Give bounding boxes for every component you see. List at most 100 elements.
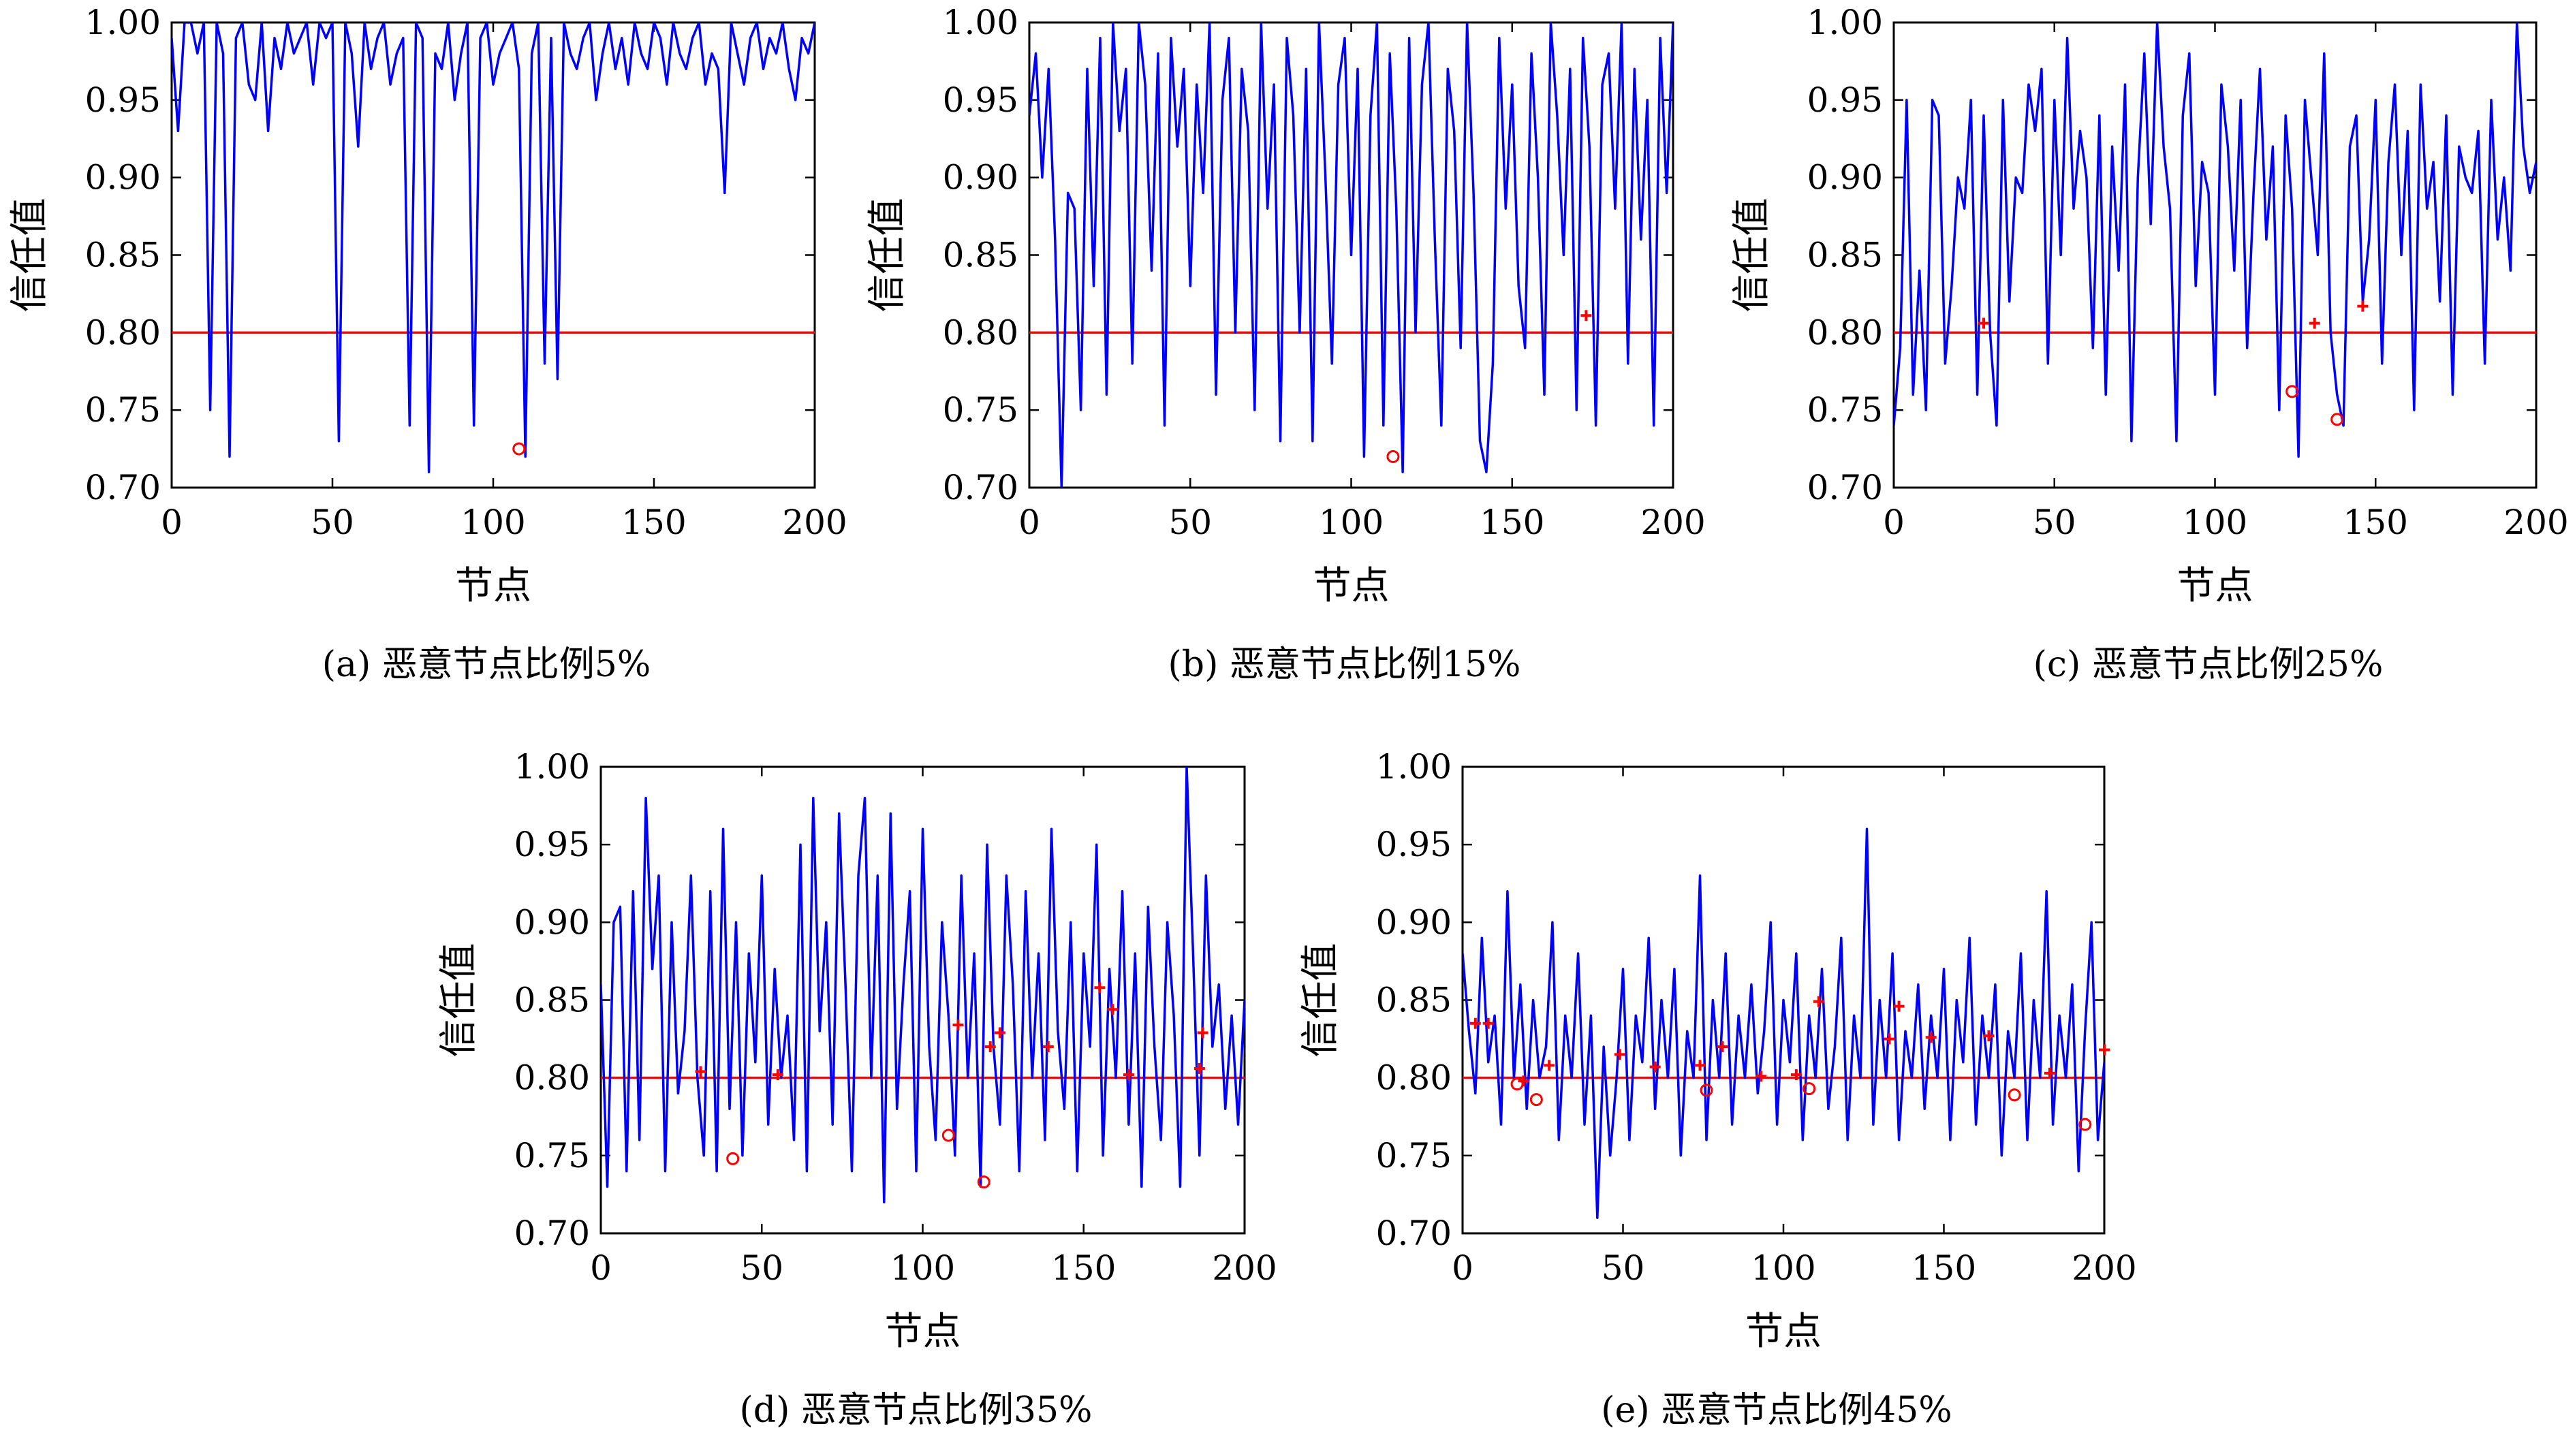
x-axis-label: 节点	[455, 564, 531, 608]
circle-marker	[1700, 1083, 1713, 1097]
plus-marker	[1197, 1027, 1208, 1039]
plus-marker	[695, 1066, 706, 1077]
y-tick-label: 0.70	[1376, 1214, 1452, 1253]
y-tick-label: 0.90	[943, 158, 1018, 197]
plus-marker	[1107, 1004, 1119, 1015]
y-tick-label: 0.70	[943, 468, 1018, 507]
x-tick-label: 50	[740, 1248, 783, 1288]
y-tick-label: 0.80	[1376, 1058, 1452, 1098]
y-tick-label: 0.85	[943, 236, 1018, 275]
y-tick-label: 0.90	[1376, 902, 1452, 942]
x-tick-label: 150	[1911, 1248, 1976, 1288]
plus-marker	[1193, 1062, 1205, 1074]
chart-panel-b: 0 50 100 150 200 0.70 0.75 0.80 0.85 0.90 0.95 1.00…	[865, 3, 1706, 685]
trust-series-line	[1463, 827, 2104, 1219]
x-tick-label: 50	[1602, 1248, 1645, 1288]
x-tick-label: 200	[2503, 503, 2568, 542]
x-axis-label: 节点	[1745, 1310, 1822, 1354]
y-tick-label: 0.90	[1807, 158, 1883, 197]
plus-marker	[1925, 1032, 1937, 1043]
y-tick-label: 0.75	[1807, 390, 1883, 430]
plot-area-b	[1029, 22, 1673, 488]
plus-marker	[1813, 996, 1824, 1007]
plus-marker	[952, 1019, 964, 1031]
plus-marker	[1694, 1060, 1706, 1071]
y-tick-label: 0.80	[85, 313, 161, 352]
axes-frame-a	[170, 21, 816, 489]
plus-marker	[1755, 1071, 1767, 1082]
plus-marker	[1544, 1060, 1555, 1071]
circle-marker	[941, 1128, 955, 1142]
x-axis-label: 节点	[1313, 564, 1390, 608]
plus-marker	[1790, 1069, 1802, 1081]
plus-marker	[1469, 1017, 1481, 1029]
plus-marker	[2309, 317, 2320, 329]
y-tick-label: 1.00	[85, 3, 161, 42]
x-tick-label: 0	[590, 1248, 612, 1288]
plus-marker	[2099, 1044, 2110, 1056]
plus-marker	[1518, 1075, 1529, 1087]
y-tick-label: 0.90	[85, 158, 161, 197]
y-tick-label: 0.90	[514, 902, 590, 942]
trust-series-line	[172, 22, 815, 473]
chart-caption: (c) 恶意节点比例25%	[2033, 644, 2384, 685]
plus-marker	[1482, 1017, 1494, 1029]
circle-marker	[1802, 1082, 1816, 1096]
x-tick-label: 150	[621, 503, 686, 542]
x-tick-label: 150	[1480, 503, 1544, 542]
y-tick-label: 1.00	[1807, 3, 1883, 42]
x-axis-label: 节点	[2177, 564, 2253, 608]
chart-panel-c: 0 50 100 150 200 0.70 0.75 0.80 0.85 0.90 0.95 1.00…	[1730, 3, 2569, 685]
y-tick-label: 0.75	[1376, 1136, 1452, 1175]
circle-marker	[2078, 1118, 2092, 1131]
plus-marker	[1042, 1041, 1054, 1052]
circle-marker	[2330, 413, 2344, 426]
x-tick-label: 50	[2033, 503, 2076, 542]
chart-caption: (a) 恶意节点比例5%	[322, 644, 651, 685]
y-axis-label: 信任值	[1298, 943, 1343, 1058]
y-axis-label: 信任值	[1730, 198, 1774, 313]
y-tick-label: 0.85	[1807, 236, 1883, 275]
x-tick-label: 50	[311, 503, 354, 542]
y-axis-label: 信任值	[865, 198, 909, 313]
circle-marker	[512, 442, 526, 456]
x-tick-label: 0	[1018, 503, 1040, 542]
x-tick-label: 200	[1640, 503, 1705, 542]
x-tick-label: 100	[890, 1248, 955, 1288]
y-tick-label: 0.75	[943, 390, 1018, 430]
circle-marker	[2285, 385, 2299, 398]
chart-caption: (e) 恶意节点比例45%	[1601, 1390, 1952, 1431]
y-tick-label: 0.95	[1807, 80, 1883, 120]
plus-marker	[1094, 982, 1106, 994]
plus-marker	[1983, 1030, 1995, 1042]
x-tick-label: 100	[2183, 503, 2247, 542]
plot-area-c	[1894, 22, 2536, 458]
y-tick-label: 0.70	[1807, 468, 1883, 507]
plus-marker	[772, 1069, 783, 1081]
y-tick-label: 0.95	[1376, 825, 1452, 864]
axes-frame-c	[1892, 21, 2538, 489]
x-tick-label: 100	[1751, 1248, 1815, 1288]
circle-marker	[1529, 1093, 1543, 1107]
trust-series-line	[1894, 22, 2536, 458]
plus-marker	[1884, 1033, 1895, 1045]
y-tick-label: 0.95	[943, 80, 1018, 120]
y-tick-label: 0.85	[514, 981, 590, 1020]
circle-marker	[2008, 1088, 2021, 1102]
y-tick-label: 0.80	[514, 1058, 590, 1098]
x-tick-label: 0	[1883, 503, 1905, 542]
y-tick-label: 1.00	[943, 3, 1018, 42]
plot-area-d	[601, 767, 1245, 1204]
trust-series-line	[601, 767, 1245, 1204]
x-tick-label: 150	[2343, 503, 2408, 542]
y-tick-label: 1.00	[1376, 747, 1452, 787]
x-tick-label: 200	[1212, 1248, 1277, 1288]
x-axis-label: 节点	[885, 1310, 961, 1354]
plus-marker	[1649, 1061, 1661, 1073]
y-tick-label: 0.80	[943, 313, 1018, 352]
chart-caption: (b) 恶意节点比例15%	[1168, 644, 1521, 685]
y-tick-label: 0.70	[85, 468, 161, 507]
y-tick-label: 1.00	[514, 747, 590, 787]
plus-marker	[984, 1041, 996, 1052]
